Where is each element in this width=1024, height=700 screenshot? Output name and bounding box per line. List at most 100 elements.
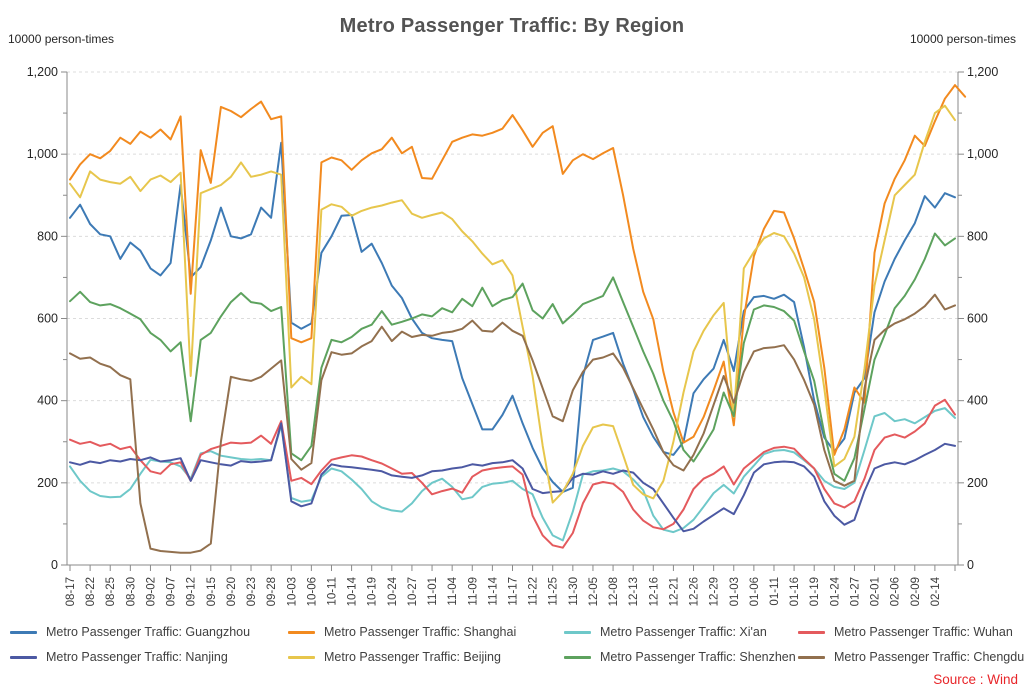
legend-label-nanjing: Metro Passenger Traffic: Nanjing: [46, 650, 228, 664]
svg-text:600: 600: [967, 312, 988, 326]
legend-label-chengdu: Metro Passenger Traffic: Chengdu: [834, 650, 1024, 664]
y-axis-labels-right: 0 200 400 600 800 1,000 1,200: [967, 65, 998, 572]
svg-text:01-03: 01-03: [729, 577, 741, 606]
svg-text:11-09: 11-09: [467, 577, 479, 606]
series-line-nanjing: [69, 422, 956, 533]
series-line-chengdu: [69, 293, 956, 554]
svg-text:800: 800: [967, 229, 988, 243]
svg-text:0: 0: [51, 558, 58, 572]
svg-text:11-25: 11-25: [548, 577, 560, 606]
svg-text:09-02: 09-02: [145, 577, 157, 606]
svg-text:02-06: 02-06: [890, 577, 902, 606]
y-axis-ticks: [61, 71, 964, 566]
legend-item-chengdu: Metro Passenger Traffic: Chengdu: [798, 650, 1024, 664]
svg-text:01-24: 01-24: [829, 576, 841, 606]
svg-text:02-14: 02-14: [930, 576, 942, 606]
svg-text:12-08: 12-08: [608, 577, 620, 606]
legend-label-guangzhou: Metro Passenger Traffic: Guangzhou: [46, 625, 251, 639]
svg-text:08-22: 08-22: [85, 577, 97, 606]
legend-label-shenzhen: Metro Passenger Traffic: Shenzhen: [600, 650, 796, 664]
svg-text:200: 200: [37, 476, 58, 490]
svg-text:12-05: 12-05: [588, 577, 600, 606]
svg-text:1,000: 1,000: [27, 147, 58, 161]
legend-item-xian: Metro Passenger Traffic: Xi'an: [564, 625, 798, 639]
series-line-wuhan: [69, 398, 956, 549]
y-axis-unit-right: 10000 person-times: [909, 32, 1016, 46]
svg-text:10-19: 10-19: [367, 577, 379, 606]
legend-swatch-xian: [564, 630, 591, 634]
svg-text:08-17: 08-17: [65, 577, 77, 606]
legend-swatch-shanghai: [288, 630, 315, 634]
series-lines: [69, 84, 967, 554]
legend-item-beijing: Metro Passenger Traffic: Beijing: [288, 650, 564, 664]
legend-label-wuhan: Metro Passenger Traffic: Wuhan: [834, 625, 1013, 639]
svg-text:02-09: 02-09: [910, 577, 922, 606]
x-axis-ticks: [69, 565, 956, 571]
series-line-beijing: [69, 104, 956, 504]
series-line-shenzhen: [69, 232, 956, 482]
svg-text:10-24: 10-24: [387, 576, 399, 606]
svg-text:09-15: 09-15: [206, 577, 218, 606]
svg-text:09-23: 09-23: [246, 577, 258, 606]
legend-swatch-guangzhou: [10, 630, 37, 634]
svg-text:1,200: 1,200: [967, 65, 998, 79]
svg-text:11-14: 11-14: [487, 576, 499, 605]
svg-text:12-16: 12-16: [648, 577, 660, 606]
svg-text:01-27: 01-27: [849, 577, 861, 606]
svg-text:11-17: 11-17: [508, 577, 520, 606]
chart-legend: Metro Passenger Traffic: Guangzhou Metro …: [10, 625, 1024, 664]
source-label: Source : Wind: [933, 672, 1018, 687]
series-line-shanghai: [69, 84, 967, 456]
svg-text:08-25: 08-25: [105, 577, 117, 606]
svg-text:09-20: 09-20: [226, 577, 238, 606]
series-line-guangzhou: [69, 141, 956, 493]
svg-text:1,000: 1,000: [967, 147, 998, 161]
svg-text:10-14: 10-14: [347, 576, 359, 606]
chart-title: Metro Passenger Traffic: By Region: [339, 15, 685, 38]
y-axis-unit-left: 10000 person-times: [8, 32, 115, 46]
svg-text:12-26: 12-26: [689, 577, 701, 606]
x-axis-labels: 08-17 08-22 08-25 08-30 09-02 09-07 09-12 09-15…: [65, 576, 942, 606]
svg-text:200: 200: [967, 476, 988, 490]
svg-text:400: 400: [967, 394, 988, 408]
legend-item-guangzhou: Metro Passenger Traffic: Guangzhou: [10, 625, 288, 639]
legend-label-shanghai: Metro Passenger Traffic: Shanghai: [324, 625, 517, 639]
svg-text:12-29: 12-29: [709, 577, 721, 606]
svg-text:01-19: 01-19: [809, 577, 821, 606]
svg-text:10-03: 10-03: [286, 577, 298, 606]
svg-text:02-01: 02-01: [870, 577, 882, 606]
svg-text:08-30: 08-30: [125, 577, 137, 606]
svg-text:09-07: 09-07: [166, 577, 178, 606]
svg-text:11-01: 11-01: [427, 577, 439, 606]
legend-label-beijing: Metro Passenger Traffic: Beijing: [324, 650, 501, 664]
legend-swatch-beijing: [288, 655, 315, 659]
svg-text:12-13: 12-13: [628, 577, 640, 606]
legend-swatch-chengdu: [798, 655, 825, 659]
svg-text:10-11: 10-11: [326, 577, 338, 606]
legend-swatch-shenzhen: [564, 655, 591, 659]
y-axis-labels-left: 0 200 400 600 800 1,000 1,200: [27, 65, 58, 572]
svg-text:11-04: 11-04: [447, 576, 459, 605]
legend-item-wuhan: Metro Passenger Traffic: Wuhan: [798, 625, 1024, 639]
legend-item-nanjing: Metro Passenger Traffic: Nanjing: [10, 650, 288, 664]
svg-text:400: 400: [37, 394, 58, 408]
svg-text:09-28: 09-28: [266, 577, 278, 606]
legend-swatch-nanjing: [10, 655, 37, 659]
svg-text:1,200: 1,200: [27, 65, 58, 79]
svg-text:01-11: 01-11: [769, 577, 781, 606]
svg-text:11-30: 11-30: [568, 577, 580, 606]
svg-text:09-12: 09-12: [186, 577, 198, 606]
svg-text:0: 0: [967, 558, 974, 572]
svg-text:800: 800: [37, 229, 58, 243]
legend-item-shenzhen: Metro Passenger Traffic: Shenzhen: [564, 650, 798, 664]
legend-item-shanghai: Metro Passenger Traffic: Shanghai: [288, 625, 564, 639]
y-gridlines: [67, 71, 958, 484]
legend-label-xian: Metro Passenger Traffic: Xi'an: [600, 625, 767, 639]
svg-text:01-06: 01-06: [749, 577, 761, 606]
svg-text:11-22: 11-22: [528, 577, 540, 606]
svg-text:01-16: 01-16: [789, 577, 801, 606]
svg-text:12-21: 12-21: [668, 577, 680, 606]
legend-swatch-wuhan: [798, 630, 825, 634]
svg-text:10-27: 10-27: [407, 577, 419, 606]
